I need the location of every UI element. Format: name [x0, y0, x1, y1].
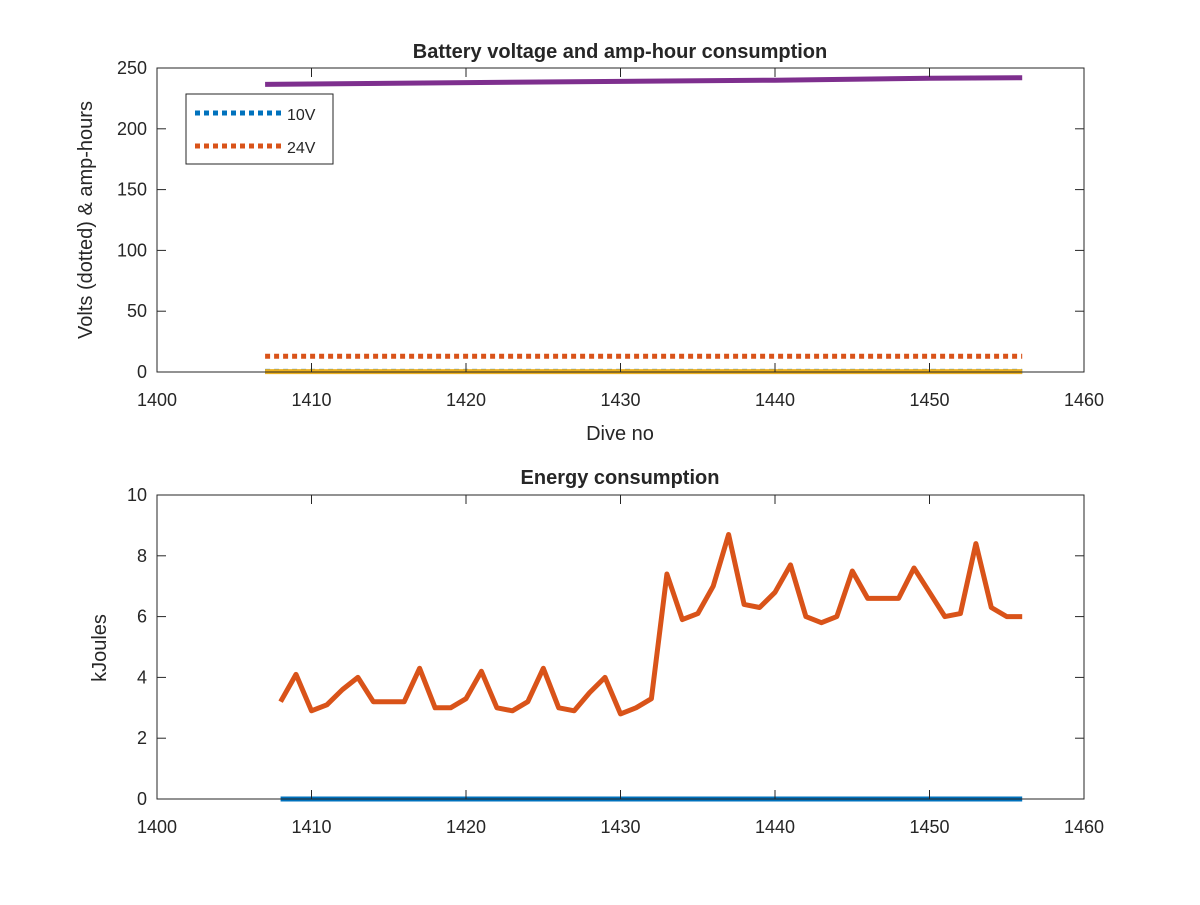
y-tick-label: 250: [117, 58, 147, 78]
y-tick-label: 4: [137, 667, 147, 687]
x-tick-label: 1400: [137, 817, 177, 837]
axes-frame-1: [156, 494, 1085, 800]
energy-chart-title: Energy consumption: [521, 467, 720, 489]
voltage-panel: Battery voltage and amp-hour consumption…: [75, 41, 1104, 445]
energy-plot-area: 1400 1410 1420 1430 1440 1450 1460 0 2 4 6 8 10: [127, 485, 1104, 837]
x-tick-label: 1420: [446, 817, 486, 837]
y-tick-label: 50: [127, 301, 147, 321]
voltage-legend: 10V 24V: [185, 93, 334, 165]
x-tick-label: 1420: [446, 390, 486, 410]
y-tick-label: 2: [137, 728, 147, 748]
voltage-chart-title: Battery voltage and amp-hour consumption: [413, 41, 827, 63]
y-tick-label: 150: [117, 180, 147, 200]
y-tick-label: 200: [117, 119, 147, 139]
x-tick-label: 1410: [291, 817, 331, 837]
x-tick-label: 1460: [1064, 390, 1104, 410]
x-tick-label: 1440: [755, 817, 795, 837]
x-tick-label: 1460: [1064, 817, 1104, 837]
legend-label-24v: 24V: [287, 140, 316, 157]
x-tick-label: 1430: [600, 817, 640, 837]
legend-box: [185, 93, 334, 165]
x-tick-label: 1400: [137, 390, 177, 410]
x-tick-label: 1450: [909, 817, 949, 837]
series-line-1-1: [278, 532, 1023, 717]
x-tick-label: 1440: [755, 390, 795, 410]
y-tick-label: 6: [137, 607, 147, 627]
x-tick-label: 1410: [291, 390, 331, 410]
y-tick-label: 0: [137, 789, 147, 809]
y-tick-label: 0: [137, 362, 147, 382]
y-tick-label: 8: [137, 546, 147, 566]
series-line-0-3: [265, 75, 1023, 87]
x-tick-label: 1430: [600, 390, 640, 410]
x-tick-label: 1450: [909, 390, 949, 410]
voltage-x-axis-label: Dive no: [586, 423, 654, 445]
y-tick-label: 100: [117, 240, 147, 260]
voltage-y-axis-label: Volts (dotted) & amp-hours: [75, 101, 97, 339]
energy-y-axis-label: kJoules: [89, 614, 111, 682]
y-tick-label: 10: [127, 485, 147, 505]
voltage-plot-area: 1400 1410 1420 1430 1440 1450 1460 0 50 100 150 200…: [117, 58, 1104, 410]
legend-label-10v: 10V: [287, 107, 316, 124]
energy-panel: Energy consumption 1400 1410 1420 1430 1440 1…: [89, 467, 1104, 837]
